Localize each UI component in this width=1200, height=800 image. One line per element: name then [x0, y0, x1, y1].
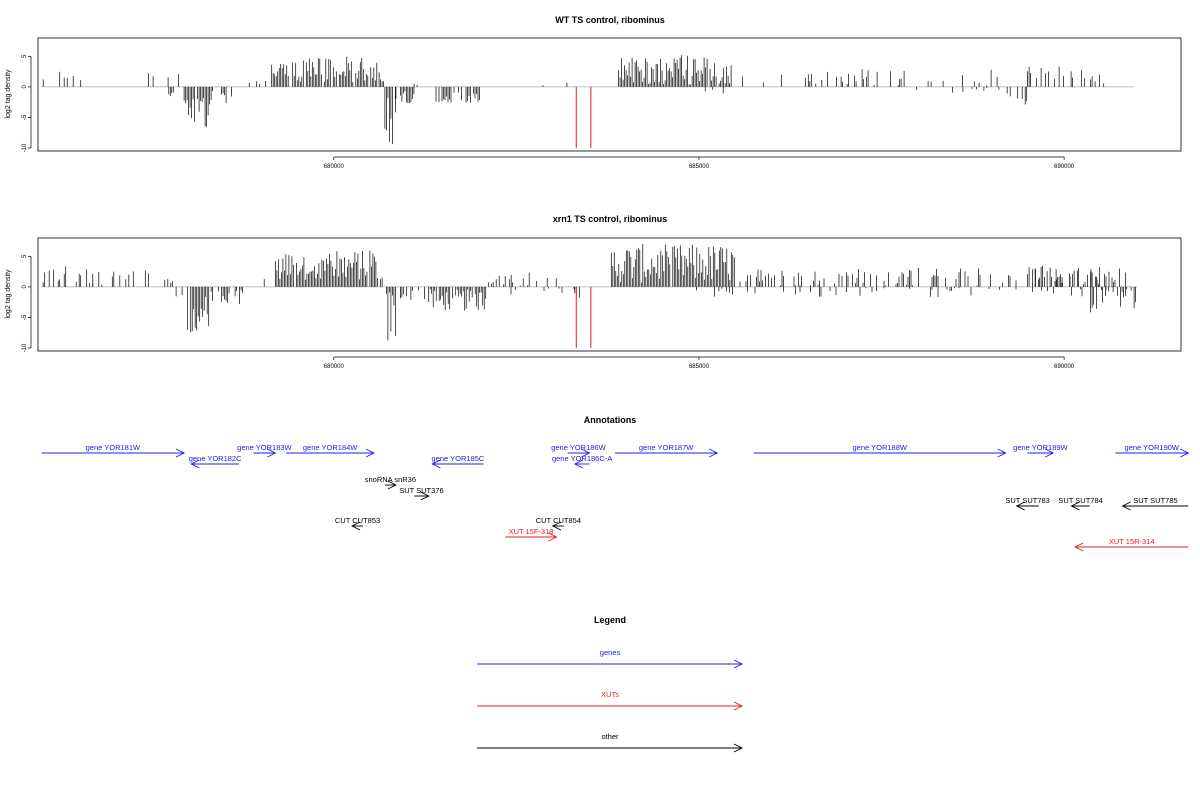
wt-coverage-panel: WT TS control, ribominus -10-505 680000 6… — [5, 15, 1182, 170]
legend-arrow — [477, 701, 744, 711]
feature-arrow — [614, 448, 719, 458]
legend-item-label: other — [601, 732, 619, 741]
feature-label: gene YOR190W — [1125, 443, 1180, 452]
feature-arrow — [431, 459, 484, 469]
legend-item-label: XUTs — [601, 690, 619, 699]
wt-y-axis-label: log2 tag density — [5, 69, 12, 119]
feature-label: CUT CUT853 — [335, 516, 380, 525]
y-tick-label: 5 — [22, 254, 28, 258]
wt-red-markers — [575, 86, 592, 148]
feature-label: gene YOR181W — [86, 443, 141, 452]
feature-arrow — [505, 532, 558, 542]
wt-coverage-bars — [42, 55, 1105, 145]
x-tick-label: 680000 — [324, 164, 345, 170]
legend-item-label: genes — [600, 648, 621, 657]
wt-x-axis: 680000 685000 690000 — [324, 156, 1075, 170]
xrn1-plot-frame — [37, 237, 1182, 352]
feature-label: CUT CUT854 — [536, 516, 581, 525]
legend-arrow — [477, 659, 744, 669]
feature-arrow — [41, 448, 186, 458]
feature-label: SUT SUT376 — [399, 486, 443, 495]
feature-label: gene YOR186C-A — [552, 454, 612, 463]
x-tick-label: 690000 — [1054, 364, 1075, 370]
x-tick-label: 685000 — [689, 364, 710, 370]
feature-arrow — [1027, 448, 1055, 458]
feature-arrow — [1074, 542, 1189, 552]
feature-label: gene YOR189W — [1013, 443, 1068, 452]
feature-arrow — [414, 491, 430, 501]
feature-label: gene YOR183W — [237, 443, 292, 452]
feature-label: gene YOR184W — [303, 443, 358, 452]
y-tick-label: 5 — [22, 54, 28, 58]
x-tick-label: 685000 — [689, 164, 710, 170]
feature-arrow — [286, 448, 375, 458]
feature-arrow — [1115, 448, 1190, 458]
annotations-title: Annotations — [584, 415, 637, 425]
feature-arrow — [573, 459, 590, 469]
feature-arrow — [1070, 501, 1090, 511]
xrn1-red-markers — [575, 286, 592, 348]
feature-label: gene YOR187W — [639, 443, 694, 452]
feature-label: gene YOR186W — [551, 443, 606, 452]
feature-arrow — [384, 480, 397, 490]
y-tick-label: -5 — [22, 114, 28, 120]
feature-label: snoRNA snR36 — [365, 475, 416, 484]
y-tick-label: -5 — [22, 314, 28, 320]
legend-title: Legend — [594, 615, 626, 625]
feature-label: SUT SUT783 — [1005, 496, 1049, 505]
feature-arrow — [253, 448, 277, 458]
feature-label: XUT 15R-314 — [1109, 537, 1155, 546]
xrn1-coverage-bars — [42, 244, 1136, 341]
feature-label: gene YOR188W — [852, 443, 907, 452]
feature-label: XUT 15F-318 — [509, 527, 554, 536]
annotation-features: gene YOR181W gene YOR182C gene YOR183W gene… — [41, 443, 1190, 552]
feature-label: SUT SUT784 — [1058, 496, 1102, 505]
feature-label: gene YOR185C — [432, 454, 485, 463]
xrn1-panel-title: xrn1 TS control, ribominus — [553, 214, 668, 224]
x-tick-label: 690000 — [1054, 164, 1075, 170]
legend: Legend genes XUTs other — [477, 615, 744, 753]
x-tick-label: 680000 — [324, 364, 345, 370]
feature-arrow — [753, 448, 1007, 458]
feature-label: gene YOR182C — [189, 454, 242, 463]
feature-arrow — [190, 459, 239, 469]
y-tick-label: -10 — [22, 143, 28, 152]
feature-arrow — [551, 521, 564, 531]
y-tick-label: 0 — [22, 85, 28, 89]
wt-plot-frame — [37, 37, 1182, 152]
legend-arrow — [477, 743, 744, 753]
feature-arrow — [1015, 501, 1039, 511]
xrn1-coverage-panel: xrn1 TS control, ribominus -10 -5 0 5 68000… — [5, 214, 1182, 370]
wt-y-axis: -10 -5 0 5 — [22, 54, 32, 152]
xrn1-x-axis: 680000 685000 690000 — [324, 356, 1075, 370]
y-tick-label: -10 — [22, 343, 28, 352]
feature-arrow — [567, 448, 591, 458]
feature-arrow — [1121, 501, 1189, 511]
legend-items: genes XUTs other — [477, 648, 744, 753]
feature-arrow — [351, 521, 364, 531]
y-tick-label: 0 — [22, 285, 28, 289]
feature-label: SUT SUT785 — [1133, 496, 1177, 505]
wt-panel-title: WT TS control, ribominus — [555, 15, 665, 25]
xrn1-y-axis: -10 -5 0 5 — [22, 254, 32, 352]
xrn1-y-axis-label: log2 tag density — [5, 269, 12, 319]
